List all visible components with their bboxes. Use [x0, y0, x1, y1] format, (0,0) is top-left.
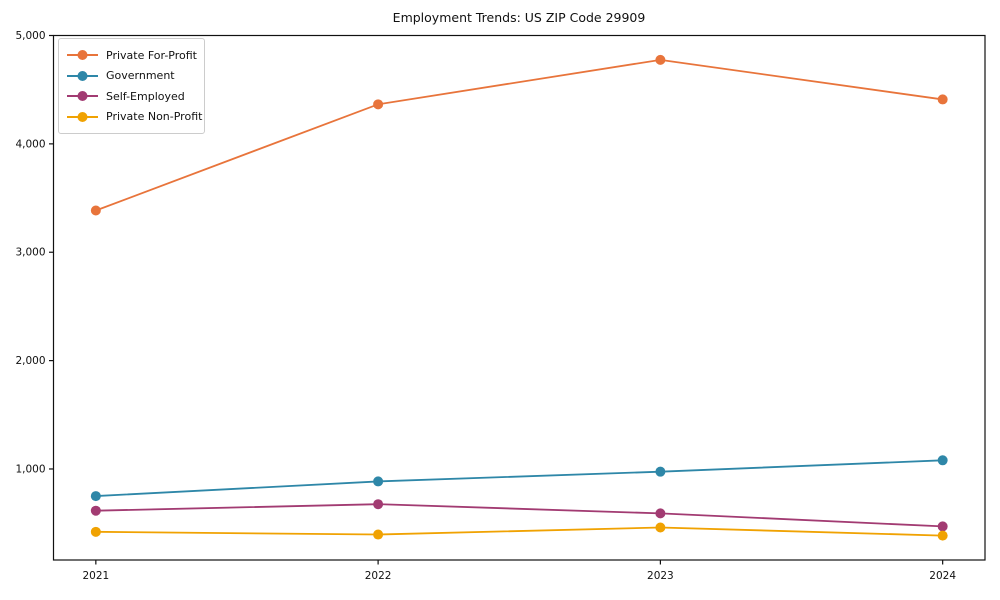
data-point-self-employed	[937, 521, 948, 532]
legend-label: Private For-Profit	[106, 48, 197, 62]
data-point-private-for-profit	[655, 54, 666, 65]
series-line-private-for-profit	[94, 58, 944, 212]
y-tick-label: 5,000	[15, 30, 45, 42]
data-point-private-for-profit	[90, 205, 101, 216]
y-tick-label: 1,000	[15, 463, 45, 475]
legend-line-dot-icon	[67, 50, 98, 61]
legend: Private For-Profit Government Self-Emplo…	[58, 38, 205, 134]
data-point-government	[655, 466, 666, 477]
data-point-private-non-profit	[655, 522, 666, 533]
data-point-private-for-profit	[373, 99, 384, 110]
x-tick-label: 2024	[929, 570, 956, 582]
series-line-self-employed	[94, 503, 944, 528]
legend-label: Self-Employed	[106, 89, 185, 103]
data-point-private-non-profit	[90, 526, 101, 537]
legend-item-government: Government	[66, 66, 196, 87]
x-tick-label: 2021	[82, 570, 109, 582]
data-point-self-employed	[90, 505, 101, 516]
x-tick-label: 2023	[647, 570, 674, 582]
y-tick-label: 3,000	[15, 247, 45, 259]
data-point-self-employed	[373, 499, 384, 510]
data-point-private-non-profit	[373, 529, 384, 540]
series-line-private-non-profit	[94, 526, 944, 537]
legend-item-self-employed: Self-Employed	[66, 86, 196, 107]
legend-line-dot-icon	[67, 70, 98, 81]
legend-line-dot-icon	[67, 91, 98, 102]
data-point-private-non-profit	[937, 530, 948, 541]
legend-dot	[77, 111, 88, 122]
plot-border	[52, 34, 986, 561]
x-tick-label: 2022	[365, 570, 392, 582]
legend-label: Government	[106, 69, 175, 83]
legend-dot	[77, 91, 88, 102]
data-point-government	[373, 476, 384, 487]
legend-item-private-non-profit: Private Non-Profit	[66, 107, 202, 128]
y-tick-label: 4,000	[15, 138, 45, 150]
legend-line-dot-icon	[67, 111, 98, 122]
legend-dot	[77, 70, 88, 81]
legend-label: Private Non-Profit	[106, 110, 203, 124]
data-point-government	[90, 491, 101, 502]
data-point-private-for-profit	[937, 94, 948, 105]
legend-item-private-for-profit: Private For-Profit	[66, 45, 197, 66]
chart-title: Employment Trends: US ZIP Code 29909	[392, 10, 646, 25]
data-point-self-employed	[655, 508, 666, 519]
data-point-government	[937, 455, 948, 466]
legend-dot	[77, 50, 88, 61]
series-line-government	[94, 459, 944, 497]
y-tick-label: 2,000	[15, 355, 45, 367]
